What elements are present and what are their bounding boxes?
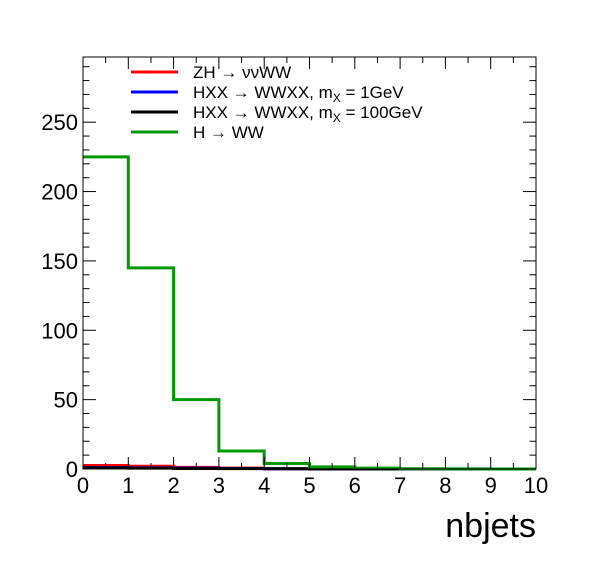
legend-label: H → WW: [193, 123, 264, 142]
x-tick-label: 0: [77, 473, 89, 498]
y-tick-label: 50: [54, 388, 78, 413]
x-axis-label: nbjets: [445, 507, 536, 545]
x-tick-label: 6: [349, 473, 361, 498]
legend-label-subscript: X: [333, 91, 341, 105]
x-tick-label: 1: [122, 473, 134, 498]
legend-label: HXX → WWXX, mX = 100GeV: [193, 103, 423, 125]
legend-label: HXX → WWXX, mX = 1GeV: [193, 83, 404, 105]
y-tick-label: 250: [41, 110, 78, 135]
legend-label-main: HXX → WWXX, m: [193, 103, 333, 122]
x-tick-label: 3: [213, 473, 225, 498]
x-tick-label: 10: [524, 473, 548, 498]
x-tick-label: 7: [394, 473, 406, 498]
x-tick-label: 2: [167, 473, 179, 498]
legend-label-main: ZH → ννWW: [193, 63, 291, 82]
legend-label-subscript: X: [333, 111, 341, 125]
y-tick-label: 200: [41, 180, 78, 205]
x-tick-label: 9: [485, 473, 497, 498]
legend-label-tail: = 100GeV: [341, 103, 423, 122]
y-tick-label: 100: [41, 318, 78, 343]
x-tick-label: 8: [439, 473, 451, 498]
legend-label-main: H → WW: [193, 123, 264, 142]
y-axis: 0 50 100 150 200 250: [41, 66, 536, 482]
y-tick-label: 150: [41, 249, 78, 274]
x-axis: 0 1 2 3 4 5 6 7 8 9 10: [77, 57, 548, 498]
y-tick-label: 0: [66, 457, 78, 482]
legend-label-main: HXX → WWXX, m: [193, 83, 333, 102]
legend-label-tail: = 1GeV: [341, 83, 405, 102]
x-tick-label: 5: [303, 473, 315, 498]
legend-label: ZH → ννWW: [193, 63, 291, 82]
x-tick-label: 4: [258, 473, 270, 498]
